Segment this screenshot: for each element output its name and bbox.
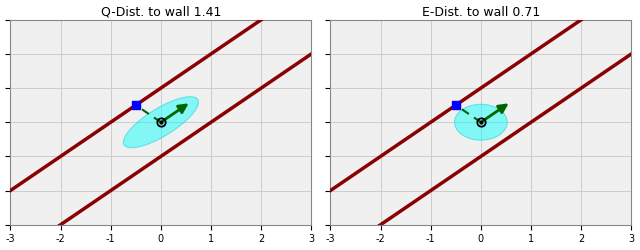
- Title: Q-Dist. to wall 1.41: Q-Dist. to wall 1.41: [100, 6, 221, 18]
- Ellipse shape: [124, 97, 198, 148]
- Ellipse shape: [454, 104, 508, 140]
- Title: E-Dist. to wall 0.71: E-Dist. to wall 0.71: [422, 6, 540, 18]
